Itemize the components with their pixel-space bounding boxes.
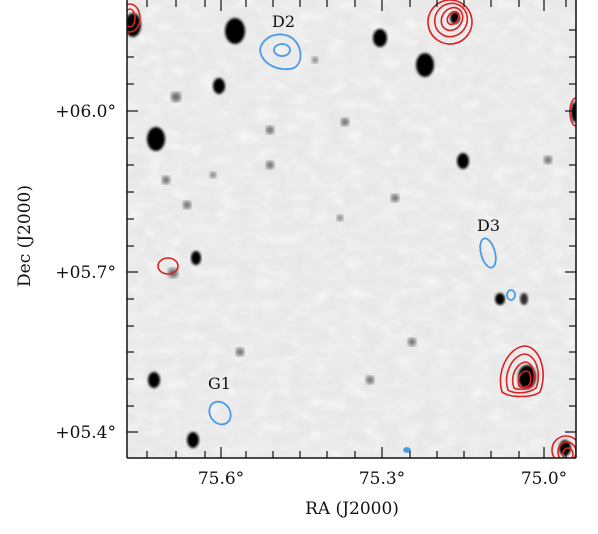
star-source [495, 293, 505, 305]
blue-contour-d3 [479, 237, 497, 269]
x-tick-label: 75.0° [521, 469, 567, 489]
red-contour-edge [569, 97, 576, 127]
x-axis-title: RA (J2000) [305, 499, 399, 519]
red-contour-small [157, 257, 179, 275]
label-d3: D3 [477, 216, 500, 235]
y-ticks [127, 29, 138, 433]
x-ticks [146, 447, 567, 458]
star-source [518, 365, 536, 389]
y-tick-label: +05.7° [55, 263, 116, 283]
star-source [520, 293, 528, 305]
star-source [457, 153, 469, 169]
star-source [148, 372, 160, 388]
axes-frame [126, 0, 577, 459]
red-contour-group-top [427, 0, 473, 45]
blue-contours [208, 33, 516, 453]
blue-contour-dot [403, 447, 411, 453]
sky-image: D2 D3 G1 [127, 0, 576, 458]
x-ticks-top [146, 0, 567, 11]
star-source [147, 127, 165, 151]
star-source [187, 432, 199, 448]
star-source [373, 29, 387, 47]
y-tick-label: +06.0° [55, 102, 116, 122]
y-tick-label: +05.4° [55, 423, 116, 443]
label-g1: G1 [208, 374, 231, 393]
star-source [416, 53, 434, 77]
label-d2: D2 [272, 12, 295, 31]
red-contour-group-right [499, 345, 544, 398]
red-contours [127, 0, 576, 458]
star-source [191, 251, 201, 265]
faint-sources [162, 57, 552, 384]
y-ticks-right [565, 29, 576, 433]
blue-contour-small [506, 289, 516, 301]
y-axis-title: Dec (J2000) [15, 185, 35, 287]
point-sources [127, 12, 576, 456]
star-source [213, 78, 225, 94]
red-contour-group-bottomright [551, 435, 576, 458]
blue-contour-g1 [208, 400, 232, 426]
red-contour-group-topleft [127, 3, 141, 33]
x-tick-label: 75.6° [198, 469, 244, 489]
x-tick-label: 75.3° [359, 469, 405, 489]
star-source [225, 18, 245, 44]
star-source [571, 102, 576, 122]
blue-contour-d2 [259, 33, 302, 71]
